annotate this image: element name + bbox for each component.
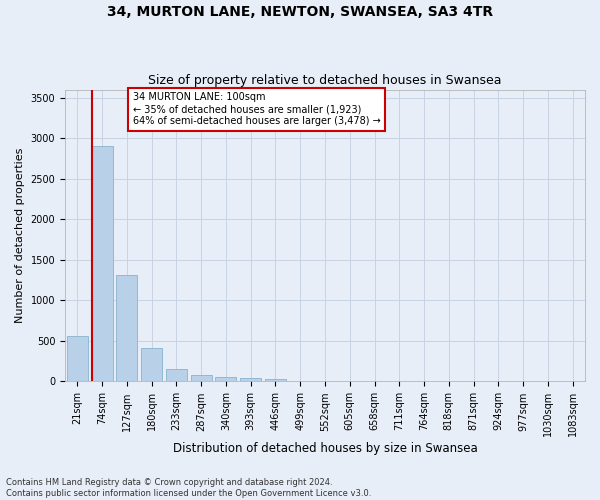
Bar: [191, 376, 212, 382]
Text: 34 MURTON LANE: 100sqm
← 35% of detached houses are smaller (1,923)
64% of semi-: 34 MURTON LANE: 100sqm ← 35% of detached…: [133, 92, 380, 126]
Text: Contains HM Land Registry data © Crown copyright and database right 2024.
Contai: Contains HM Land Registry data © Crown c…: [6, 478, 371, 498]
X-axis label: Distribution of detached houses by size in Swansea: Distribution of detached houses by size …: [173, 442, 478, 455]
Bar: [141, 348, 162, 382]
Bar: [265, 378, 286, 382]
Bar: [67, 336, 88, 382]
Bar: [215, 377, 236, 382]
Bar: [92, 146, 113, 382]
Y-axis label: Number of detached properties: Number of detached properties: [15, 148, 25, 323]
Bar: [116, 275, 137, 382]
Title: Size of property relative to detached houses in Swansea: Size of property relative to detached ho…: [148, 74, 502, 87]
Bar: [240, 378, 261, 382]
Text: 34, MURTON LANE, NEWTON, SWANSEA, SA3 4TR: 34, MURTON LANE, NEWTON, SWANSEA, SA3 4T…: [107, 5, 493, 19]
Bar: [166, 369, 187, 382]
